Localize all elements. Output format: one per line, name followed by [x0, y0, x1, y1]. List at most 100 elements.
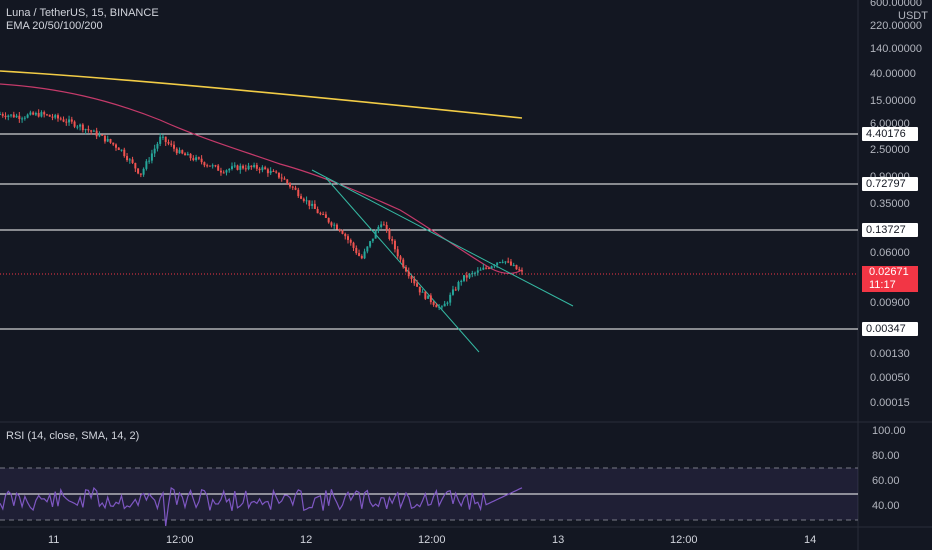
candle-body: [316, 208, 319, 214]
candle-body: [95, 130, 98, 137]
candle-body: [416, 283, 419, 287]
candle-body: [449, 294, 452, 303]
candle-body: [131, 159, 134, 163]
candle-body: [222, 172, 225, 174]
candle-body: [410, 276, 413, 280]
price-tick: 220.00000: [870, 20, 922, 32]
candle-body: [150, 153, 153, 161]
countdown-timer: 11:17: [869, 279, 896, 291]
price-tick: 140.00000: [870, 43, 922, 55]
candle-body: [300, 196, 303, 199]
candle-body: [211, 165, 214, 167]
candle-body: [402, 259, 405, 268]
candle-body: [228, 168, 231, 171]
candle-body: [7, 115, 10, 118]
candle-body: [261, 167, 264, 171]
candle-body: [463, 275, 465, 281]
candle-body: [344, 233, 347, 237]
price-tick: 0.00015: [870, 397, 910, 409]
candle-body: [214, 165, 217, 167]
candle-body: [460, 280, 463, 282]
rsi-tick: 80.00: [872, 450, 900, 462]
candle-body: [468, 273, 471, 278]
candle-body: [435, 304, 438, 308]
rsi-tick: 40.00: [872, 500, 900, 512]
candle-body: [507, 261, 510, 263]
candle-body: [142, 168, 145, 175]
candle-body: [405, 267, 407, 272]
candle-body: [277, 172, 280, 178]
current-price-tag[interactable]: 0.02671 11:17: [862, 266, 918, 292]
candle-body: [330, 222, 333, 226]
symbol-title[interactable]: Luna / TetherUS, 15, BINANCE: [6, 7, 159, 19]
level-tag[interactable]: 0.00347: [862, 322, 918, 336]
candle-body: [512, 264, 515, 266]
candle-body: [302, 198, 305, 201]
candle-body: [369, 241, 372, 247]
candle-body: [465, 275, 468, 278]
candle-body: [173, 144, 175, 149]
candle-body: [76, 126, 79, 128]
candle-body: [474, 272, 477, 274]
candle-body: [145, 161, 148, 169]
candle-body: [175, 148, 178, 154]
candle-body: [258, 168, 261, 171]
candle-body: [255, 165, 258, 169]
candle-body: [457, 281, 460, 290]
candle-body: [319, 213, 322, 215]
candle-body: [23, 117, 26, 119]
price-tick: 2.50000: [870, 144, 910, 156]
candle-body: [164, 136, 167, 143]
price-tick: 600.00000: [870, 0, 922, 9]
candle-body: [203, 162, 206, 166]
candle-body: [297, 189, 300, 197]
candle-body: [327, 217, 330, 223]
candle-body: [184, 153, 187, 156]
candle-body: [341, 230, 344, 234]
price-tick: 0.00900: [870, 297, 910, 309]
candle-body: [26, 114, 29, 118]
level-tag[interactable]: 0.13727: [862, 223, 918, 237]
candle-body: [103, 135, 106, 142]
candle-body: [247, 165, 250, 170]
candle-body: [233, 165, 236, 167]
candle-body: [487, 267, 490, 269]
candle-body: [90, 130, 93, 132]
candle-body: [34, 112, 37, 115]
candle-body: [98, 134, 101, 137]
candle-body: [311, 203, 314, 206]
candle-body: [73, 121, 76, 127]
candle-body: [253, 165, 256, 168]
candle-body: [352, 242, 355, 248]
price-tick: 15.00000: [870, 95, 916, 107]
candle-body: [294, 187, 297, 190]
candle-body: [106, 139, 109, 142]
level-tag[interactable]: 0.72797: [862, 177, 918, 191]
candle-body: [418, 286, 421, 293]
candle-body: [1, 114, 4, 116]
candle-body: [40, 112, 43, 117]
candle-body: [272, 170, 275, 172]
candle-body: [84, 129, 87, 131]
candle-body: [333, 224, 336, 226]
candle-body: [396, 249, 399, 257]
ema-long-line: [0, 70, 523, 119]
candle-body: [18, 115, 21, 119]
candle-body: [374, 230, 377, 239]
candle-body: [225, 170, 228, 173]
level-tag[interactable]: 4.40176: [862, 127, 918, 141]
candle-body: [167, 142, 170, 144]
candle-body: [123, 149, 126, 157]
indicator-title[interactable]: EMA 20/50/100/200: [6, 20, 103, 32]
rsi-title[interactable]: RSI (14, close, SMA, 14, 2): [6, 430, 140, 442]
candle-body: [156, 143, 159, 149]
candle-body: [92, 130, 95, 132]
candle-body: [482, 267, 485, 270]
price-tick: 0.35000: [870, 198, 910, 210]
candle-body: [335, 224, 338, 230]
time-label: 12:00: [670, 534, 698, 546]
candle-body: [57, 115, 59, 119]
candle-body: [515, 264, 518, 270]
candle-body: [479, 269, 482, 271]
